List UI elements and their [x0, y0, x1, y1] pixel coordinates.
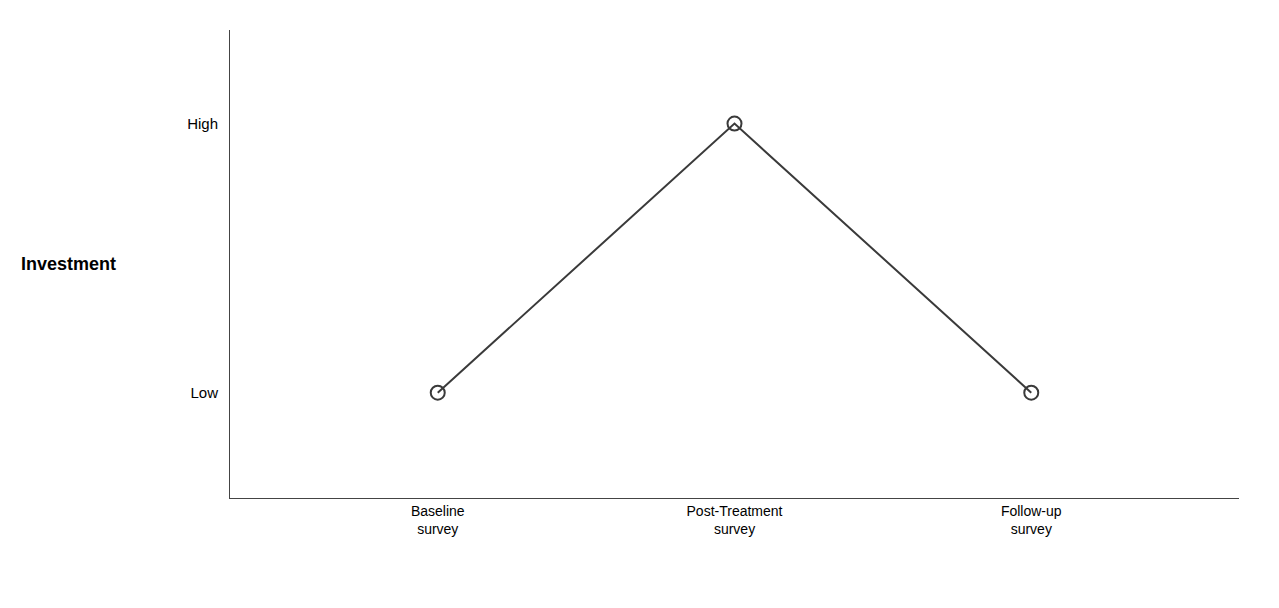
svg-text:High: High: [187, 115, 218, 132]
svg-text:Follow-upsurvey: Follow-upsurvey: [1001, 503, 1062, 537]
svg-text:Investment: Investment: [21, 254, 116, 274]
svg-text:Baselinesurvey: Baselinesurvey: [411, 503, 465, 537]
svg-text:Post-Treatmentsurvey: Post-Treatmentsurvey: [687, 503, 783, 537]
svg-text:Low: Low: [190, 384, 218, 401]
